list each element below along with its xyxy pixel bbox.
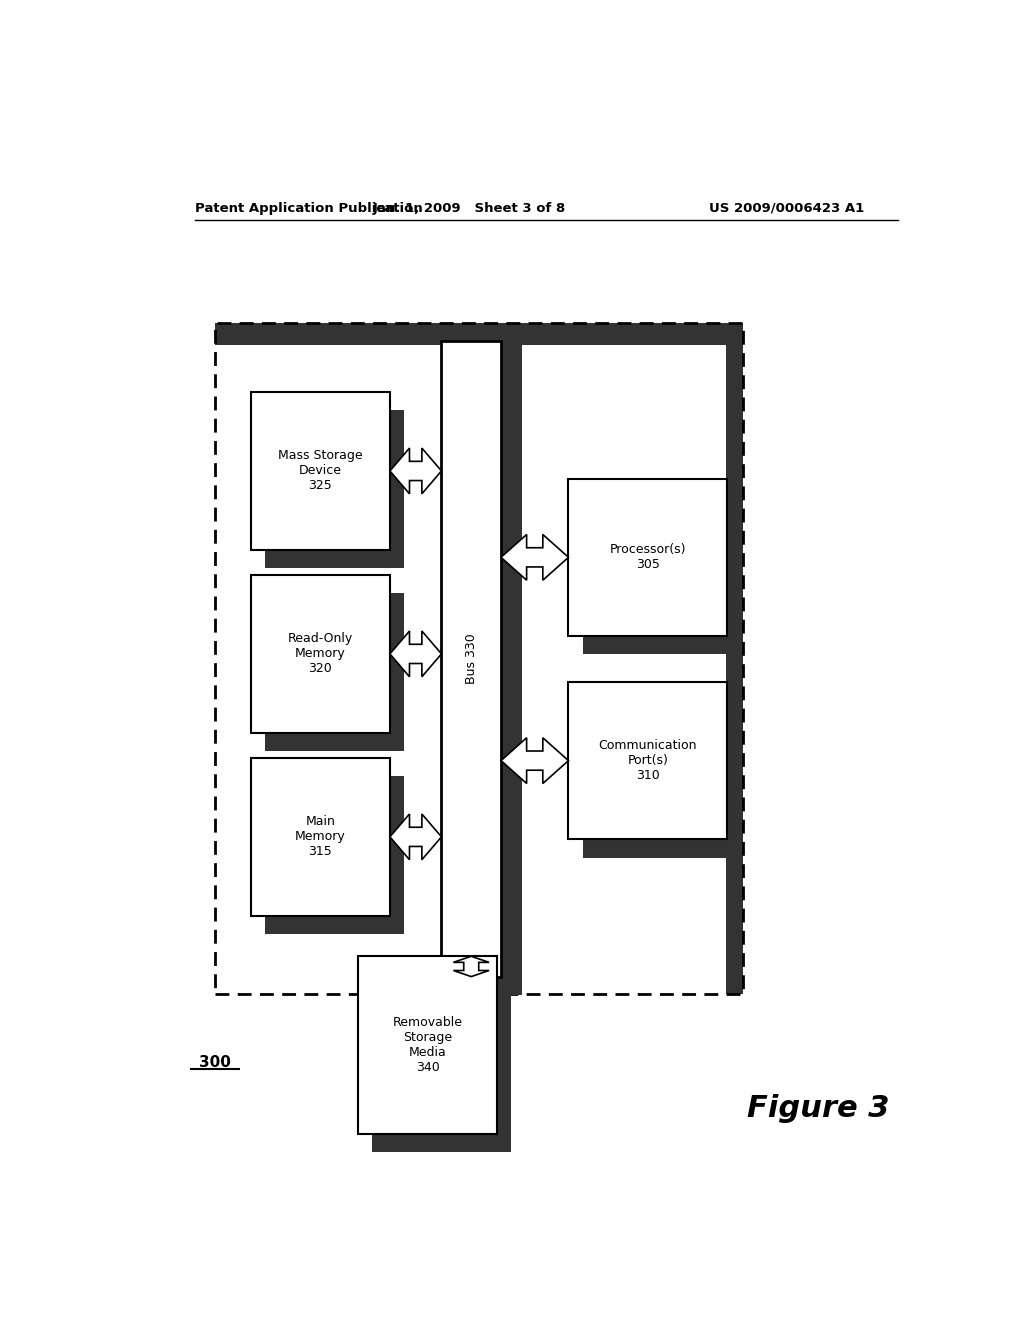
Bar [251, 392, 390, 549]
Bar [583, 496, 741, 655]
Bar [358, 956, 497, 1134]
Text: Figure 3: Figure 3 [748, 1094, 890, 1123]
Bar [265, 776, 404, 935]
Bar [265, 594, 404, 751]
Bar [215, 323, 743, 346]
Bar [251, 576, 390, 733]
Text: Removable
Storage
Media
340: Removable Storage Media 340 [392, 1016, 463, 1074]
Text: Read-Only
Memory
320: Read-Only Memory 320 [288, 632, 353, 676]
Bar [568, 682, 727, 840]
Bar [215, 323, 743, 994]
Polygon shape [390, 631, 441, 677]
Text: Jan. 1, 2009   Sheet 3 of 8: Jan. 1, 2009 Sheet 3 of 8 [373, 202, 566, 215]
Polygon shape [501, 535, 568, 581]
Bar [583, 700, 741, 858]
Bar [441, 342, 501, 977]
Text: Main
Memory
315: Main Memory 315 [295, 816, 346, 858]
Bar [441, 977, 522, 995]
Text: 300: 300 [200, 1056, 231, 1071]
Bar [501, 342, 522, 995]
Polygon shape [501, 738, 568, 784]
Polygon shape [390, 447, 441, 494]
Bar [726, 323, 743, 994]
Bar [251, 758, 390, 916]
Text: Bus 330: Bus 330 [465, 634, 478, 684]
Text: US 2009/0006423 A1: US 2009/0006423 A1 [709, 202, 864, 215]
Bar [373, 974, 511, 1152]
Text: Mass Storage
Device
325: Mass Storage Device 325 [279, 449, 362, 492]
Text: Processor(s)
305: Processor(s) 305 [609, 544, 686, 572]
Polygon shape [454, 956, 489, 977]
Polygon shape [390, 814, 441, 859]
Text: Patent Application Publication: Patent Application Publication [196, 202, 423, 215]
Bar [265, 411, 404, 568]
Text: Communication
Port(s)
310: Communication Port(s) 310 [599, 739, 697, 783]
Bar [568, 479, 727, 636]
